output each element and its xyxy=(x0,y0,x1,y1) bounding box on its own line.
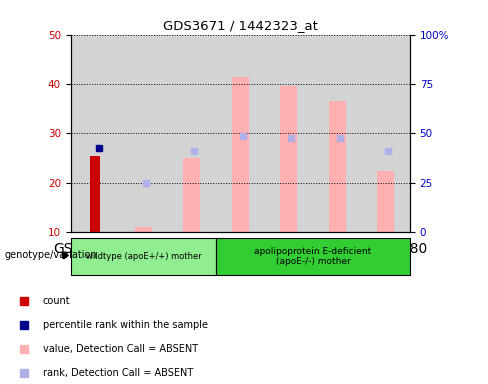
Bar xyxy=(362,35,410,232)
Bar xyxy=(377,170,394,232)
Bar xyxy=(264,35,313,232)
Text: wildtype (apoE+/+) mother: wildtype (apoE+/+) mother xyxy=(85,252,202,261)
Bar xyxy=(168,35,216,232)
Text: count: count xyxy=(42,296,70,306)
Bar xyxy=(90,156,100,232)
Bar xyxy=(280,86,297,232)
Bar xyxy=(183,158,201,232)
Bar xyxy=(232,76,249,232)
Bar xyxy=(216,238,410,275)
Bar xyxy=(71,238,216,275)
Bar xyxy=(216,35,264,232)
Text: rank, Detection Call = ABSENT: rank, Detection Call = ABSENT xyxy=(42,368,193,379)
Text: value, Detection Call = ABSENT: value, Detection Call = ABSENT xyxy=(42,344,198,354)
Bar xyxy=(71,35,119,232)
Bar xyxy=(135,227,152,232)
Bar xyxy=(329,101,346,232)
Bar xyxy=(119,35,168,232)
Bar xyxy=(313,35,362,232)
Text: apolipoprotein E-deficient
(apoE-/-) mother: apolipoprotein E-deficient (apoE-/-) mot… xyxy=(254,247,372,266)
Text: genotype/variation: genotype/variation xyxy=(5,250,98,260)
Text: percentile rank within the sample: percentile rank within the sample xyxy=(42,320,207,331)
Title: GDS3671 / 1442323_at: GDS3671 / 1442323_at xyxy=(163,19,318,32)
